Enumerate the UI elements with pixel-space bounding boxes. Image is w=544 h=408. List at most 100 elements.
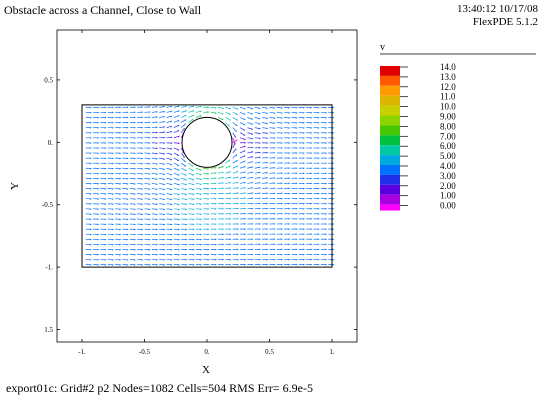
vector-head [229,208,232,210]
vector-head [155,126,158,129]
vector-head [163,189,165,191]
vector-arrow [151,193,158,195]
vector-head [163,142,165,144]
vector-head [324,264,327,266]
vector-arrow [262,177,268,179]
vector-head [332,107,334,109]
vector-head [89,178,92,180]
vector-head [317,203,320,205]
vector-head [258,156,261,159]
vector-head [199,198,202,200]
vector-head [185,189,187,191]
vector-head [310,182,312,185]
vector-head [273,167,276,169]
vector-arrow [210,167,217,169]
vector-head [214,218,217,220]
vector-head [126,127,129,129]
vector-head [295,187,298,190]
vector-arrow [269,117,276,119]
vector-head [251,197,254,200]
legend-label: 14.0 [440,62,456,72]
vector-head [163,259,165,261]
legend-swatch [380,135,400,146]
vector-arrow [232,117,238,121]
vector-head [141,178,143,180]
vector-head [97,157,99,160]
vector-head [89,106,92,109]
vector-head [251,243,254,246]
vector-head [163,249,165,251]
vector-head [192,249,195,251]
vector-head [148,183,151,185]
vector-head [251,146,254,149]
vector-head [295,254,298,256]
vector-head [295,147,298,149]
vector-head [266,132,268,135]
vector-arrow [247,112,253,115]
vector-arrow [239,112,246,115]
vector-head [310,223,312,225]
vector-head [148,193,151,196]
vector-arrow [181,193,187,195]
vector-head [280,177,283,180]
vector-head [332,122,334,124]
vector-head [200,249,202,251]
vector-head [170,204,173,206]
vector-head [104,178,107,180]
vector-head [177,259,180,261]
vector-head [295,122,298,124]
vector-head [258,133,261,135]
vector-head [177,209,180,211]
vector-head [200,234,202,236]
x-axis-label: X [202,364,210,376]
vector-arrow [151,116,158,118]
vector-head [185,203,187,206]
vector-head [280,162,283,164]
vector-head [141,193,143,195]
vector-arrow [188,198,195,200]
vector-head [111,132,114,134]
vector-head [155,234,158,236]
vector-head [332,213,334,215]
vector-head [332,223,334,225]
vector-head [244,166,246,168]
vector-head [273,213,276,215]
legend-label: 2.00 [440,181,456,191]
x-tick-label: -0.5 [139,348,151,356]
vector-arrow [247,171,253,174]
vector-arrow [195,178,202,180]
vector-head [133,249,136,251]
vector-head [177,135,180,138]
legend-swatch [380,75,400,86]
vector-head [273,152,276,154]
vector-head [258,259,261,261]
vector-head [119,117,121,119]
vector-head [229,238,232,241]
vector-arrow [151,178,158,180]
vector-head [97,213,99,216]
vector-head [133,259,136,261]
vector-head [244,233,246,236]
vector-head [200,228,202,231]
vector-head [207,213,210,215]
vector-head [258,208,261,210]
vector-head [111,249,114,251]
vector-head [200,213,202,216]
vector-head [229,254,232,256]
vector-head [199,188,202,190]
vector-head [302,264,305,266]
software-version: FlexPDE 5.1.2 [472,16,538,28]
vector-arrow [166,162,173,166]
vector-head [251,238,254,241]
vector-head [185,213,187,216]
vector-head [295,177,298,180]
vector-arrow [225,171,231,174]
vector-head [89,147,92,150]
vector-head [214,177,217,180]
vector-head [258,177,261,179]
vector-head [141,106,143,109]
vector-arrow [239,127,246,131]
vector-head [104,112,107,114]
vector-head [185,114,187,117]
vector-head [214,198,217,200]
